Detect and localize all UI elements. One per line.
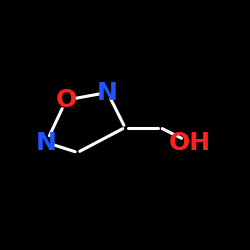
- Text: N: N: [36, 130, 57, 154]
- Text: O: O: [56, 88, 77, 112]
- Text: OH: OH: [169, 130, 211, 154]
- Text: N: N: [97, 80, 118, 104]
